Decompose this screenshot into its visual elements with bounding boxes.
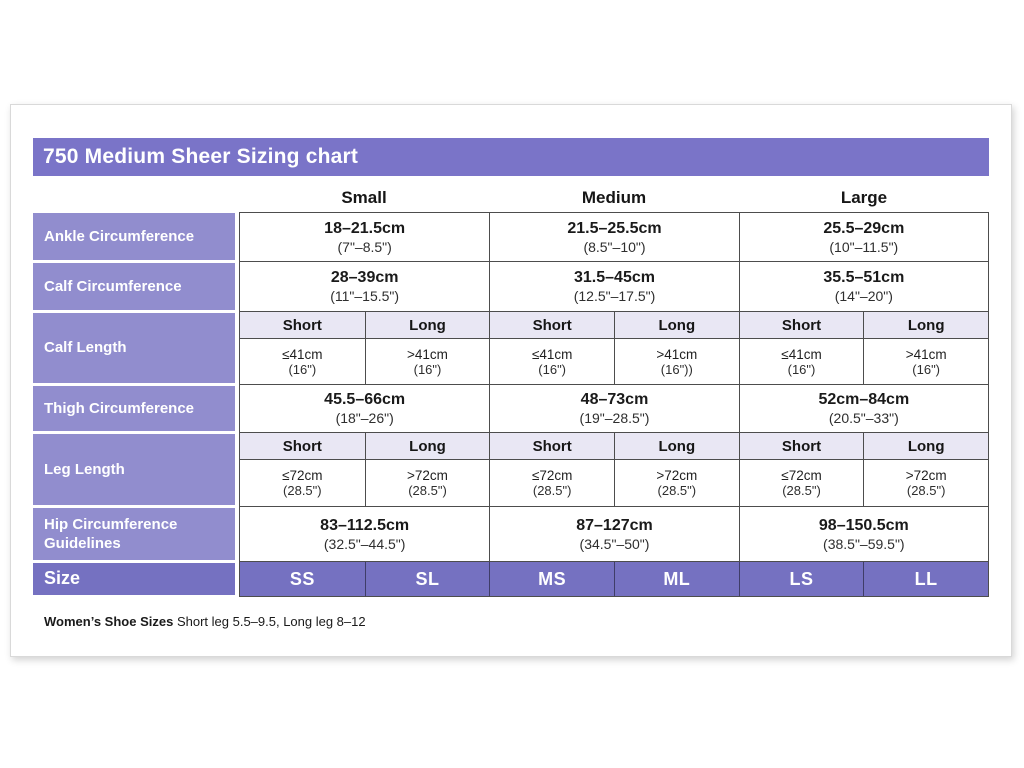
size-code: LS: [738, 562, 864, 596]
row-label: Calf Length: [33, 313, 235, 383]
table-row-leg-length: Leg Length Short Long Short Long Short L…: [33, 432, 989, 507]
page-title: 750 Medium Sheer Sizing chart: [43, 145, 359, 168]
row-label: Thigh Circumference: [33, 386, 235, 431]
value-cell: 45.5–66cm (18"–26"): [324, 391, 406, 426]
value-cell: ≤41cm (16"): [738, 339, 864, 384]
value-cell: ≤41cm (16"): [282, 346, 323, 377]
value-cell: >72cm (28.5"): [863, 460, 988, 506]
size-code: SL: [364, 562, 490, 596]
sizing-table: Ankle Circumference 18–21.5cm (7"–8.5") …: [33, 212, 989, 597]
value-cell: 28–39cm (11"–15.5"): [330, 269, 400, 304]
shoe-sizes-footnote: Women’s Shoe Sizes Short leg 5.5–9.5, Lo…: [44, 614, 989, 629]
value-cell: >41cm (16")): [613, 339, 739, 384]
sizing-chart-card: 750 Medium Sheer Sizing chart Small Medi…: [10, 104, 1012, 657]
table-row-hip-circumference: Hip Circumference Guidelines 83–112.5cm …: [33, 506, 989, 562]
value-cell: 83–112.5cm (32.5"–44.5"): [320, 516, 410, 552]
value-cell: >72cm (28.5"): [364, 460, 490, 506]
value-cell: 21.5–25.5cm (8.5"–10"): [489, 213, 738, 261]
table-row-calf-length: Calf Length Short Long Short Long Short …: [33, 311, 989, 385]
value-cell: >72cm (28.5"): [613, 460, 739, 506]
row-label: Leg Length: [33, 434, 235, 505]
value-cell: 18–21.5cm (7"–8.5"): [324, 219, 406, 255]
row-label: Calf Circumference: [33, 263, 235, 310]
column-header-small: Small: [341, 188, 387, 207]
column-header-medium: Medium: [581, 188, 647, 207]
value-cell: ≤41cm (16"): [489, 339, 614, 384]
short-long-subheader: Short Long Short Long Short Long: [240, 312, 988, 339]
row-label: Ankle Circumference: [33, 213, 235, 260]
value-cell: 31.5–45cm (12.5"–17.5"): [489, 262, 738, 311]
size-column-headers: Small Medium Large: [33, 184, 989, 212]
size-code: SS: [289, 568, 315, 589]
value-cell: 25.5–29cm (10"–11.5"): [738, 213, 988, 261]
value-cell: ≤72cm (28.5"): [282, 468, 323, 498]
footnote-bold: Women’s Shoe Sizes: [44, 614, 174, 629]
value-cell: ≤72cm (28.5"): [738, 460, 864, 506]
value-cell: 52cm–84cm (20.5"–33"): [738, 385, 988, 432]
value-cell: 48–73cm (19"–28.5"): [489, 385, 738, 432]
table-row-size: Size SS SL MS ML LS LL: [33, 561, 989, 597]
row-label: Hip Circumference Guidelines: [33, 508, 235, 560]
size-code: LL: [863, 562, 988, 596]
size-code: MS: [489, 562, 614, 596]
value-cell: 98–150.5cm (38.5"–59.5"): [738, 507, 988, 561]
value-cell: >41cm (16"): [863, 339, 988, 384]
row-label-size: Size: [33, 563, 235, 595]
value-cell: >41cm (16"): [364, 339, 490, 384]
value-cell: 35.5–51cm (14"–20"): [738, 262, 988, 311]
size-code: ML: [613, 562, 739, 596]
column-header-large: Large: [840, 188, 888, 207]
value-cell: 87–127cm (34.5"–50"): [489, 507, 738, 561]
table-row-calf-circumference: Calf Circumference 28–39cm (11"–15.5") 3…: [33, 261, 989, 312]
table-row-thigh-circumference: Thigh Circumference 45.5–66cm (18"–26") …: [33, 384, 989, 433]
chart-title-bar: 750 Medium Sheer Sizing chart: [33, 138, 989, 176]
footnote-text: Short leg 5.5–9.5, Long leg 8–12: [176, 614, 366, 629]
short-long-subheader: Short Long Short Long Short Long: [240, 433, 988, 460]
value-cell: ≤72cm (28.5"): [489, 460, 614, 506]
table-row-ankle-circumference: Ankle Circumference 18–21.5cm (7"–8.5") …: [33, 212, 989, 262]
